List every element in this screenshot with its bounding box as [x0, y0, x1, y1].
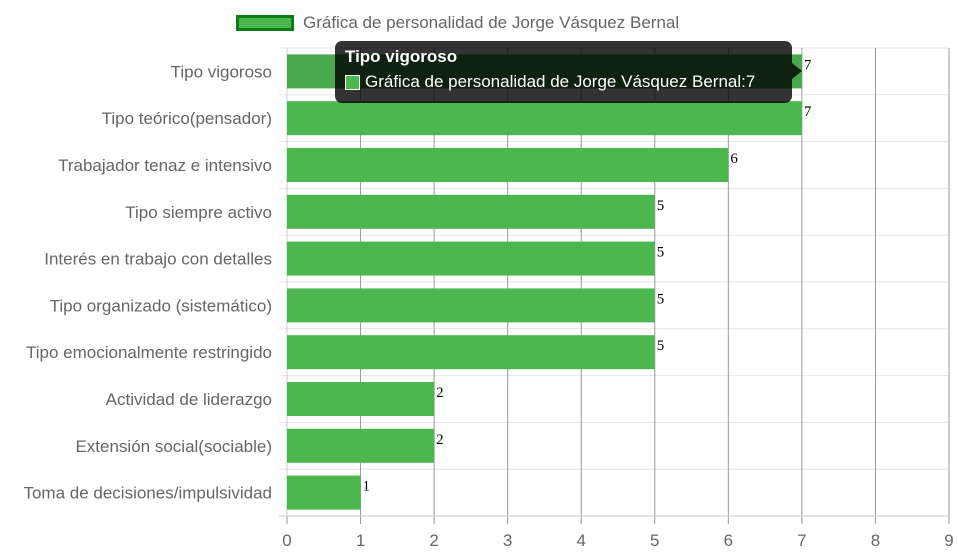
data-label: 5: [657, 198, 665, 214]
y-category-label: Tipo vigoroso: [171, 62, 272, 81]
data-label: 2: [436, 432, 444, 448]
data-label: 5: [657, 245, 665, 261]
x-tick-label: 1: [356, 531, 365, 550]
tooltip-swatch: [345, 74, 360, 90]
tooltip-row: Gráfica de personalidad de Jorge Vásquez…: [345, 72, 782, 92]
y-category-label: Tipo emocionalmente restringido: [26, 343, 272, 362]
legend[interactable]: Gráfica de personalidad de Jorge Vásquez…: [236, 12, 679, 34]
y-category-label: Tipo teórico(pensador): [102, 109, 272, 128]
bar[interactable]: [287, 428, 435, 463]
data-label: 2: [436, 385, 444, 401]
data-label: 5: [657, 338, 665, 354]
bar[interactable]: [287, 101, 802, 136]
x-tick-label: 4: [576, 531, 585, 550]
y-category-label: Toma de decisiones/impulsividad: [23, 484, 272, 503]
x-tick-label: 7: [797, 531, 806, 550]
bar[interactable]: [287, 148, 729, 182]
bar[interactable]: [287, 382, 435, 416]
data-label: 7: [804, 104, 812, 120]
y-category-label: Extensión social(sociable): [75, 437, 272, 456]
tooltip-series-label: Gráfica de personalidad de Jorge Vásquez…: [365, 72, 742, 91]
x-tick-label: 8: [871, 531, 880, 550]
tooltip-separator: :: [741, 72, 746, 91]
tooltip-caret: [792, 63, 802, 79]
bar[interactable]: [287, 475, 361, 510]
x-tick-label: 6: [724, 531, 733, 550]
y-category-label: Interés en trabajo con detalles: [44, 250, 272, 269]
y-category-label: Tipo organizado (sistemático): [50, 296, 272, 315]
tooltip: Tipo vigoroso Gráfica de personalidad de…: [335, 41, 802, 103]
data-label: 6: [730, 151, 738, 167]
x-tick-label: 2: [429, 531, 438, 550]
x-tick-label: 5: [650, 531, 659, 550]
bar[interactable]: [287, 335, 655, 370]
bar[interactable]: [287, 194, 655, 229]
legend-swatch: [236, 15, 294, 31]
tooltip-value: 7: [745, 72, 756, 91]
bar[interactable]: [287, 241, 655, 276]
data-label: 7: [804, 57, 812, 73]
tooltip-title: Tipo vigoroso: [345, 47, 458, 66]
data-label: 5: [657, 291, 665, 307]
x-tick-label: 3: [503, 531, 512, 550]
x-tick-label: 0: [282, 531, 291, 550]
data-label: 1: [363, 479, 371, 495]
y-category-label: Tipo siempre activo: [125, 203, 272, 222]
bar[interactable]: [287, 288, 655, 323]
x-tick-label: 9: [944, 531, 953, 550]
legend-label: Gráfica de personalidad de Jorge Vásquez…: [303, 13, 680, 32]
y-category-label: Actividad de liderazgo: [106, 390, 272, 409]
y-category-label: Trabajador tenaz e intensivo: [58, 156, 272, 175]
